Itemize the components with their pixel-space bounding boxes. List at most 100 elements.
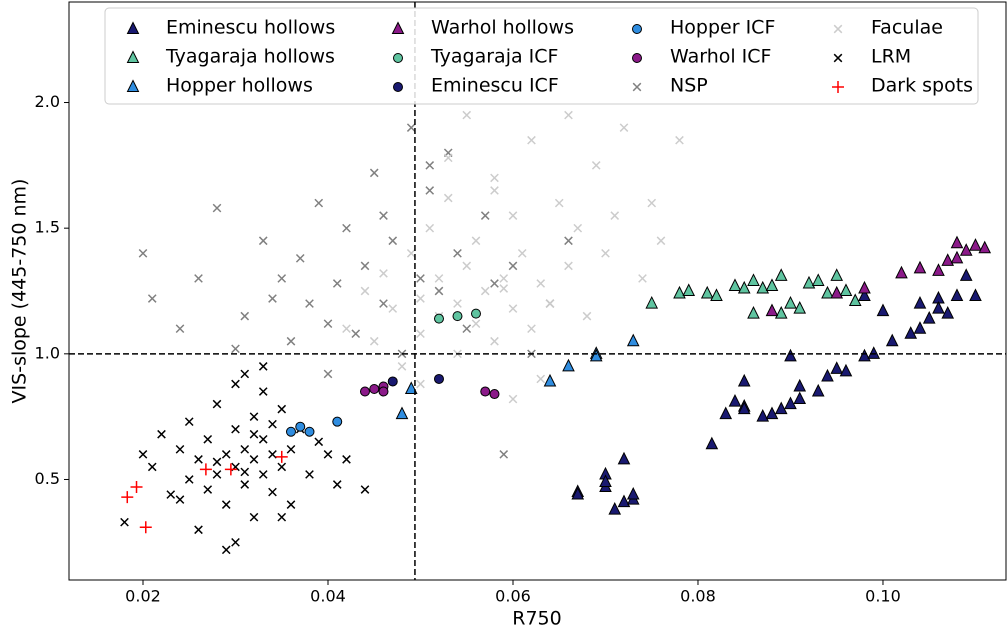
x-marker — [416, 274, 425, 283]
x-marker — [471, 319, 481, 329]
x-marker — [425, 223, 435, 233]
x-marker — [499, 274, 509, 283]
x-marker — [406, 123, 416, 132]
circle-marker — [632, 53, 642, 63]
x-marker — [231, 537, 240, 547]
circle-marker — [285, 426, 296, 437]
triangle-marker — [848, 293, 862, 307]
x-marker — [175, 495, 185, 504]
x-marker — [268, 419, 277, 429]
triangle-marker — [950, 250, 964, 264]
x-marker — [388, 236, 398, 246]
y-axis-label: VIS-slope (445-750 nm) — [9, 179, 31, 404]
legend-label: Tyagaraja ICF — [430, 46, 558, 68]
x-marker — [453, 248, 462, 258]
circle-marker — [387, 376, 398, 387]
x-marker — [295, 253, 305, 263]
plus-marker — [275, 450, 288, 463]
x-marker — [184, 417, 194, 427]
x-marker — [833, 24, 843, 34]
x-marker — [397, 362, 407, 371]
legend-label: NSP — [670, 75, 708, 97]
x-marker — [619, 123, 629, 132]
x-marker — [332, 480, 342, 489]
x-marker — [443, 153, 453, 163]
x-tick-label: 0.10 — [865, 587, 901, 606]
triangle-marker — [885, 333, 899, 347]
x-marker — [258, 362, 268, 371]
x-marker — [314, 198, 324, 208]
triangle-marker — [839, 283, 853, 296]
x-marker — [240, 467, 250, 477]
triangle-marker — [126, 21, 140, 34]
x-marker — [425, 161, 435, 170]
circle-marker — [369, 384, 380, 395]
circle-marker — [393, 53, 403, 63]
triangle-marker — [719, 406, 733, 420]
triangle-marker — [682, 283, 696, 296]
x-marker — [157, 429, 166, 439]
legend-label: Faculae — [871, 17, 943, 39]
x-marker — [249, 512, 259, 522]
triangle-marker — [830, 268, 844, 281]
triangle-marker — [858, 348, 871, 362]
triangle-marker — [950, 288, 964, 302]
legend-label: Hopper ICF — [670, 17, 775, 39]
triangle-marker — [895, 265, 908, 279]
circle-marker — [433, 313, 444, 324]
circle-marker — [393, 82, 403, 92]
x-marker — [508, 394, 518, 404]
x-marker — [379, 211, 388, 220]
x-marker — [203, 434, 213, 444]
x-marker — [490, 173, 499, 183]
x-marker — [601, 248, 610, 258]
x-marker — [582, 311, 592, 321]
circle-marker — [470, 308, 481, 319]
x-marker — [277, 512, 287, 522]
triangle-marker — [904, 326, 918, 339]
x-marker — [194, 525, 203, 535]
x-marker — [545, 299, 555, 308]
x-marker — [323, 450, 333, 459]
triangle-marker — [728, 278, 742, 291]
triangle-marker — [793, 378, 807, 392]
x-marker — [120, 517, 129, 527]
x-marker — [490, 336, 499, 346]
triangle-marker — [774, 305, 788, 319]
x-marker — [231, 424, 240, 434]
x-marker — [536, 279, 546, 288]
triangle-marker — [774, 268, 788, 281]
triangle-marker — [922, 311, 936, 324]
triangle-marker — [830, 361, 844, 374]
triangle-marker — [941, 253, 955, 266]
x-axis-label: R750 — [512, 608, 561, 630]
x-marker — [194, 274, 203, 283]
x-tick-label: 0.06 — [495, 587, 531, 606]
triangle-marker — [126, 79, 140, 92]
x-marker — [564, 261, 573, 271]
circle-marker — [452, 311, 463, 322]
x-marker — [240, 480, 250, 489]
triangle-marker — [626, 486, 640, 500]
triangle-marker — [950, 235, 964, 249]
x-marker — [453, 299, 462, 308]
x-marker — [212, 203, 222, 213]
legend-label: Warhol hollows — [431, 17, 574, 39]
triangle-marker — [617, 494, 631, 508]
x-marker — [258, 387, 268, 396]
x-marker — [554, 198, 564, 208]
triangle-marker — [932, 263, 945, 276]
x-marker — [527, 324, 536, 334]
x-marker — [277, 404, 287, 414]
x-marker — [147, 294, 157, 303]
x-marker — [462, 324, 472, 334]
circle-marker — [489, 389, 500, 400]
x-marker — [536, 374, 546, 384]
triangle-marker — [793, 300, 807, 314]
y-tick-label: 1.5 — [35, 218, 60, 237]
x-marker — [462, 261, 472, 271]
triangle-marker — [913, 260, 927, 274]
triangle-marker — [876, 303, 890, 317]
x-marker — [471, 236, 481, 246]
x-marker — [564, 110, 573, 120]
